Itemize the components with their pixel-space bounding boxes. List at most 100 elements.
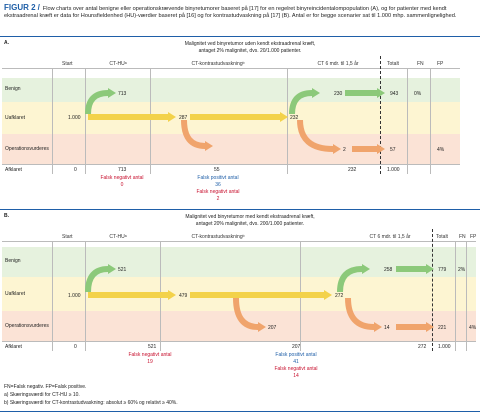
note-fn2-value: 14: [293, 373, 299, 379]
value-ct6-benign: 258: [384, 267, 393, 273]
header-fp: FP: [470, 234, 477, 240]
header-ct-hu: CT-HUᵃ: [109, 234, 127, 240]
value-fn-benign: 0%: [414, 91, 422, 97]
value-fn-benign: 2%: [458, 267, 466, 273]
column-line: [455, 241, 456, 351]
row-label-unclear: Uafklaret: [5, 115, 26, 121]
column-line: [85, 68, 86, 174]
value-ct6-unclear: 232: [290, 115, 299, 121]
row-label-resolved: Afklaret: [5, 344, 22, 350]
footnote-1: FN=Falsk negativ. FP=Falsk positive.: [4, 384, 87, 390]
note-fn1-value: 19: [147, 359, 153, 365]
value-start-unclear: 1.000: [68, 115, 81, 121]
row-label-surgery: Operationsvurderes: [5, 146, 49, 152]
header-ct6: CT 6 mdr. til 1,5 år: [317, 61, 359, 67]
resolved-start: 0: [74, 344, 77, 350]
panel-b-title-line1: Malignitet ved binyretumor med kendt eks…: [185, 214, 315, 220]
figure-label: FIGUR 2: [4, 3, 36, 12]
header-fn: FN: [417, 61, 424, 67]
header-start: Start: [62, 61, 73, 67]
note-fp-label: Falsk positivt antal: [197, 175, 239, 181]
header-total: Totalt: [436, 234, 448, 240]
panel-a-title-line1: Malignitet ved binyretumor uden kendt ek…: [184, 41, 316, 47]
row-label-unclear: Uafklaret: [5, 291, 26, 297]
panel-b-divider: [0, 209, 480, 210]
header-start: Start: [62, 234, 73, 240]
note-fn2-label: Falsk negativt antal: [196, 189, 240, 195]
value-contrast-unclear: 479: [179, 293, 188, 299]
figure-slash: /: [37, 3, 40, 12]
column-line: [287, 68, 288, 174]
value-ct6-benign: 230: [334, 91, 343, 97]
value-total-benign: 779: [438, 267, 447, 273]
value-fp-surgery: 4%: [469, 325, 477, 331]
note-fn1-label: Falsk negativt antal: [128, 352, 172, 358]
value-total-benign: 943: [390, 91, 399, 97]
value-ct6-unclear: 272: [335, 293, 344, 299]
header-ct-contrast: CT-kontrastudvaskningᵇ: [191, 61, 245, 67]
note-fn2-label: Falsk negativt antal: [274, 366, 318, 372]
panel-b-title-line2: antaget 20% malignitet, dvs. 200/1.000 p…: [195, 221, 305, 227]
note-fn1-label: Falsk negativt antal: [100, 175, 144, 181]
resolved-contrast: 55: [214, 167, 220, 173]
column-dashed-line: [432, 229, 433, 351]
footnote-2: a) Skæringsværdi for CT-HU ≥ 10.: [4, 392, 80, 398]
column-line: [52, 241, 53, 351]
value-start-unclear: 1.000: [68, 293, 81, 299]
row-separator: [2, 241, 476, 242]
note-fn2-value: 2: [216, 196, 220, 202]
resolved-ct6: 232: [348, 167, 357, 173]
column-line: [430, 68, 431, 174]
column-line: [466, 241, 467, 351]
panel-a-letter: A.: [4, 40, 9, 46]
column-line: [85, 241, 86, 351]
row-label-benign: Benign: [5, 258, 21, 264]
footnote-3: b) Skæringsværdi for CT-kontrastudvaskni…: [4, 400, 178, 406]
value-fp-surgery: 4%: [437, 147, 445, 153]
row-label-resolved: Afklaret: [5, 167, 22, 173]
flow-arrows-a: [85, 88, 385, 154]
panel-a: A. Malignitet ved binyretumor uden kendt…: [0, 36, 480, 206]
header-total: Totalt: [387, 61, 399, 67]
header-ct-hu: CT-HUᵃ: [109, 61, 127, 67]
row-separator: [2, 164, 460, 165]
value-total-surgery: 221: [438, 325, 447, 331]
flow-arrows-b: [85, 264, 434, 332]
resolved-cthu: 713: [118, 167, 127, 173]
figure-caption: FIGUR 2/Flow charts over antal benigne e…: [4, 4, 476, 20]
panel-b: B. Malignitet ved binyretumor med kendt …: [0, 209, 480, 379]
resolved-ct6: 272: [418, 344, 427, 350]
value-contrast-surgery: 207: [268, 325, 277, 331]
header-ct-contrast: CT-kontrastudvaskningᵇ: [191, 234, 245, 240]
resolved-cthu: 521: [148, 344, 157, 350]
value-cthu-benign: 713: [118, 91, 127, 97]
column-line: [407, 68, 408, 174]
note-fp-value: 36: [215, 182, 221, 188]
column-line: [52, 68, 53, 174]
panel-a-title-line2: antaget 2% malignitet, dvs. 20/1.000 pat…: [198, 48, 302, 54]
value-contrast-unclear: 287: [179, 115, 188, 121]
column-line: [150, 68, 151, 174]
row-separator: [2, 341, 476, 342]
header-fp: FP: [437, 61, 444, 67]
row-label-benign: Benign: [5, 86, 21, 92]
header-ct6: CT 6 mdr. til 1,5 år: [369, 234, 411, 240]
row-benign: [2, 78, 460, 102]
row-label-surgery: Operationsvurderes: [5, 323, 49, 329]
resolved-start: 0: [74, 167, 77, 173]
resolved-total: 1.000: [438, 344, 451, 350]
value-ct6-surgery: 2: [343, 147, 346, 153]
figure-caption-text: Flow charts over antal benigne eller ope…: [4, 6, 457, 19]
note-fn1-value: 0: [120, 182, 124, 188]
bottom-rule: [0, 411, 480, 412]
value-cthu-benign: 521: [118, 267, 127, 273]
panel-a-divider: [0, 36, 480, 37]
note-fp-label: Falsk positivt antal: [275, 352, 317, 358]
note-fp-value: 41: [293, 359, 299, 365]
resolved-contrast: 207: [292, 344, 301, 350]
panel-b-letter: B.: [4, 213, 9, 219]
row-separator: [2, 68, 460, 69]
value-total-surgery: 57: [390, 147, 396, 153]
resolved-total: 1.000: [387, 167, 400, 173]
column-dashed-line: [380, 56, 381, 174]
